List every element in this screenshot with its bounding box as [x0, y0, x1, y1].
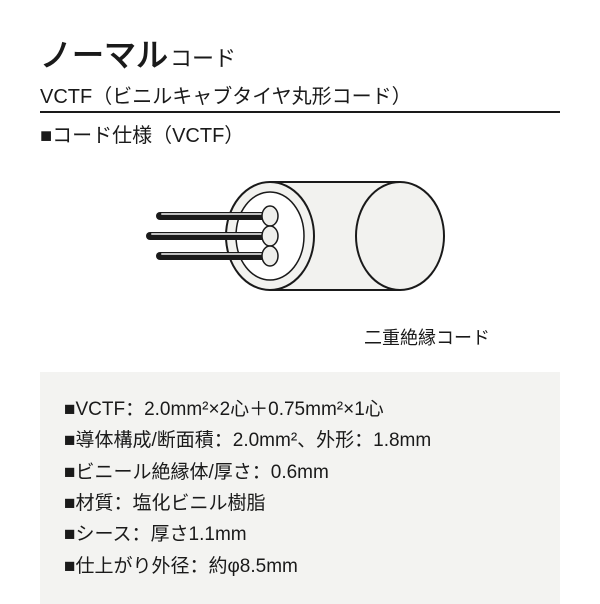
- subtitle: VCTF（ビニルキャブタイヤ丸形コード）: [40, 80, 560, 109]
- spec-line: ■ビニール絶縁体/厚さ：0.6mm: [64, 457, 536, 488]
- spec-box: ■VCTF：2.0mm²×2心＋0.75mm²×1心■導体構成/断面積：2.0m…: [40, 372, 560, 604]
- title-bold: ノーマル: [40, 30, 168, 76]
- spec-line: ■導体構成/断面積：2.0mm²、外形：1.8mm: [64, 425, 536, 456]
- cable-svg: [140, 166, 460, 306]
- cable-diagram: [40, 166, 560, 316]
- spec-line: ■仕上がり外径：約φ8.5mm: [64, 551, 536, 582]
- spec-line: ■材質：塩化ビニル樹脂: [64, 488, 536, 519]
- title-light: コード: [170, 41, 236, 73]
- title-row: ノーマル コード: [40, 30, 560, 76]
- section-label: ■コード仕様（VCTF）: [40, 119, 560, 148]
- spec-line: ■シース：厚さ1.1mm: [64, 519, 536, 550]
- diagram-caption: 二重絶縁コード: [40, 324, 560, 350]
- divider: [40, 111, 560, 113]
- spec-line: ■VCTF：2.0mm²×2心＋0.75mm²×1心: [64, 394, 536, 425]
